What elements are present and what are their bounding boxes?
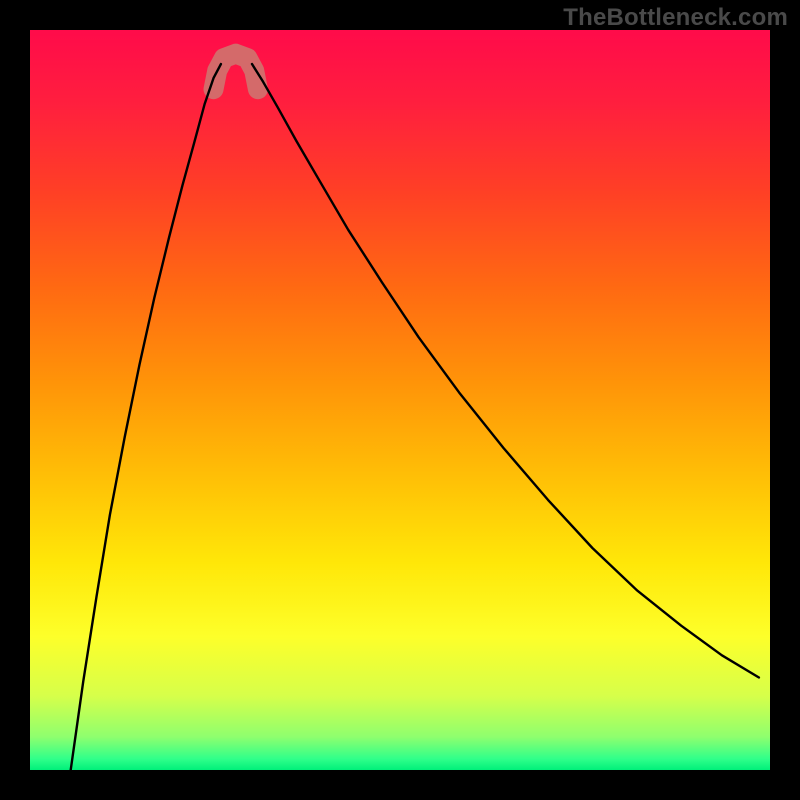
bottleneck-chart — [0, 0, 800, 800]
watermark-text: TheBottleneck.com — [563, 4, 788, 32]
chart-stage: TheBottleneck.com — [0, 0, 800, 800]
plot-background — [30, 30, 770, 770]
